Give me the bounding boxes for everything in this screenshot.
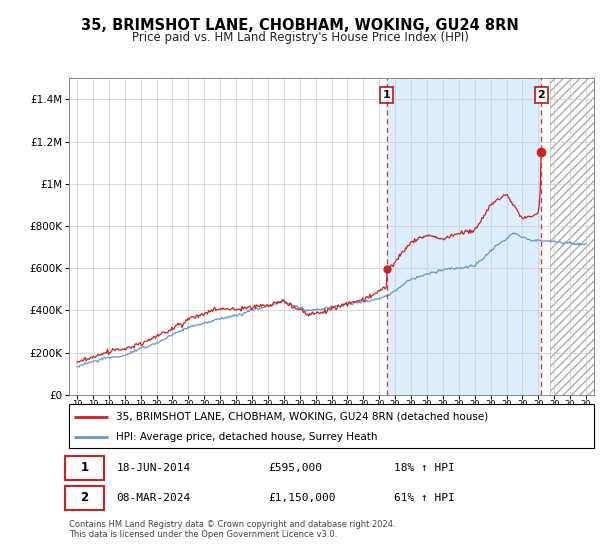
Text: HPI: Average price, detached house, Surrey Heath: HPI: Average price, detached house, Surr… xyxy=(116,432,378,442)
FancyBboxPatch shape xyxy=(65,486,104,510)
Text: 1: 1 xyxy=(383,90,391,100)
Text: 08-MAR-2024: 08-MAR-2024 xyxy=(116,493,191,503)
Text: 35, BRIMSHOT LANE, CHOBHAM, WOKING, GU24 8RN (detached house): 35, BRIMSHOT LANE, CHOBHAM, WOKING, GU24… xyxy=(116,412,488,422)
Text: 2: 2 xyxy=(80,491,89,505)
Text: £595,000: £595,000 xyxy=(269,463,323,473)
Text: £1,150,000: £1,150,000 xyxy=(269,493,336,503)
Text: Contains HM Land Registry data © Crown copyright and database right 2024.
This d: Contains HM Land Registry data © Crown c… xyxy=(69,520,395,539)
Bar xyxy=(550,78,594,395)
FancyBboxPatch shape xyxy=(69,404,594,448)
Text: 1: 1 xyxy=(80,461,89,474)
Text: 18% ↑ HPI: 18% ↑ HPI xyxy=(395,463,455,473)
Text: 61% ↑ HPI: 61% ↑ HPI xyxy=(395,493,455,503)
Text: 2: 2 xyxy=(538,90,545,100)
Bar xyxy=(550,78,594,395)
Text: 35, BRIMSHOT LANE, CHOBHAM, WOKING, GU24 8RN: 35, BRIMSHOT LANE, CHOBHAM, WOKING, GU24… xyxy=(81,18,519,33)
FancyBboxPatch shape xyxy=(65,456,104,479)
Text: Price paid vs. HM Land Registry's House Price Index (HPI): Price paid vs. HM Land Registry's House … xyxy=(131,31,469,44)
Text: 18-JUN-2014: 18-JUN-2014 xyxy=(116,463,191,473)
Bar xyxy=(387,78,541,395)
